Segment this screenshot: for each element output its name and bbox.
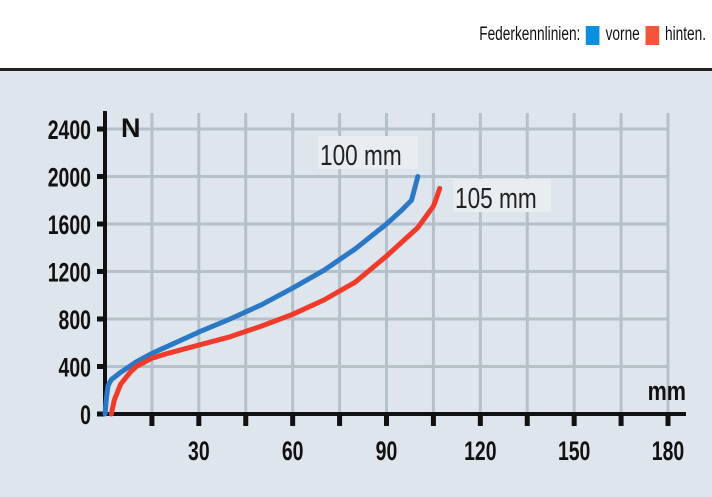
legend-swatch-hinten	[645, 25, 660, 45]
y-tick-label: 0	[80, 400, 91, 430]
y-tick-label: 1600	[48, 210, 91, 240]
y-axis-label: N	[121, 113, 141, 143]
x-axis-label: mm	[648, 377, 686, 407]
y-tick-label: 400	[59, 352, 91, 382]
x-tick-label: 30	[188, 436, 210, 466]
legend-label-hinten: hinten.	[664, 24, 706, 45]
end-label-hinten: 105 mm	[455, 181, 537, 214]
y-tick-label: 1200	[48, 257, 91, 287]
y-tick-label: 2000	[48, 162, 91, 192]
x-tick-label: 120	[464, 436, 496, 466]
x-tick-label: 60	[282, 436, 304, 466]
y-tick-label: 800	[59, 305, 91, 335]
x-tick-label: 180	[652, 436, 684, 466]
end-label-background	[453, 179, 551, 212]
x-tick-label: 90	[376, 436, 398, 466]
legend-label-vorne: vorne	[605, 24, 640, 45]
end-label-vorne: 100 mm	[320, 138, 402, 171]
x-tick-label: 150	[558, 436, 590, 466]
legend: Federkennlinien: vorne hinten.	[479, 22, 706, 48]
series-line-vorne	[102, 174, 421, 417]
legend-swatch-vorne	[586, 25, 600, 45]
legend-title: Federkennlinien:	[479, 24, 581, 45]
y-tick-label: 2400	[48, 115, 91, 145]
end-label-background	[318, 136, 418, 169]
series-line-hinten	[108, 185, 443, 417]
